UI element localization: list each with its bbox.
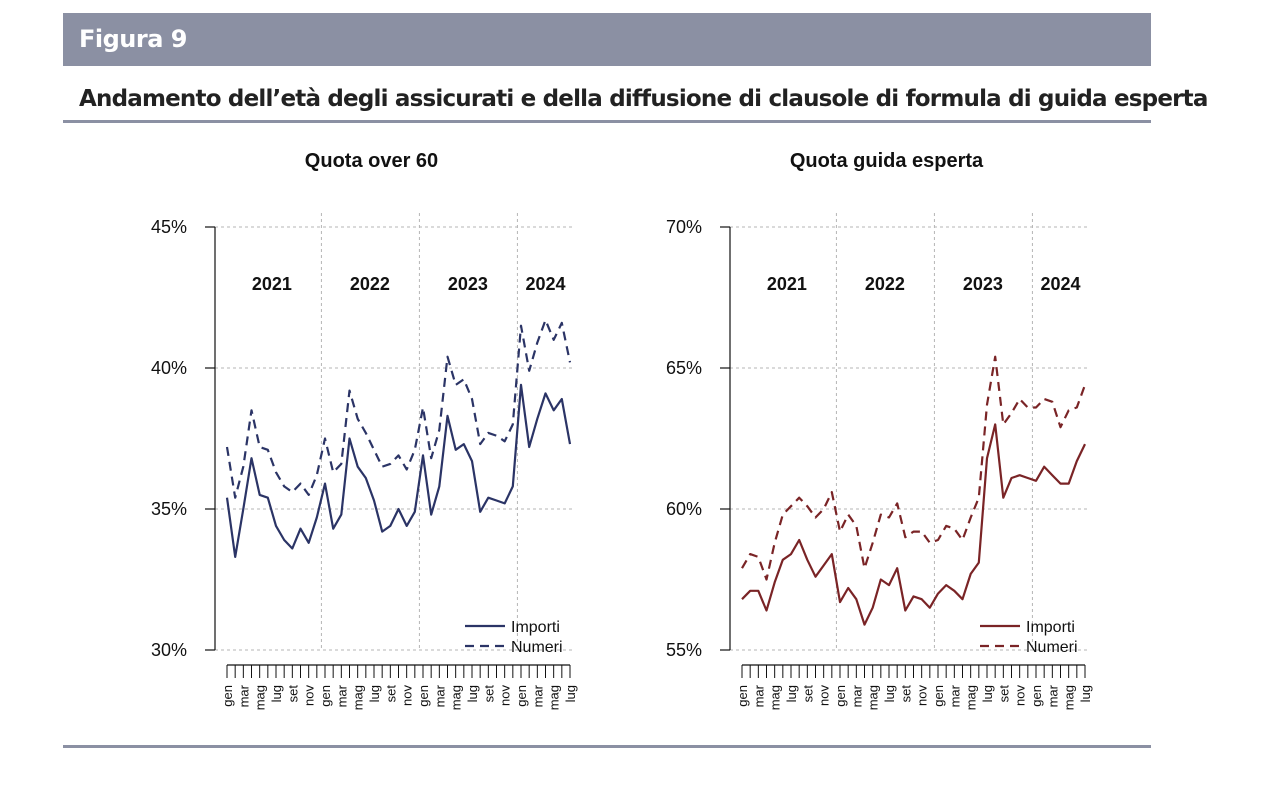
chart-title: Quota over 60 <box>305 150 438 172</box>
x-tick-label: set <box>996 685 1011 703</box>
figure-title: Andamento dell’età degli assicurati e de… <box>79 86 1208 112</box>
x-tick-label: gen <box>416 685 431 707</box>
bottom-divider <box>63 745 1151 748</box>
x-tick-label: mag <box>768 685 783 710</box>
legend-label: Importi <box>511 619 560 636</box>
year-label: 2021 <box>767 274 807 294</box>
x-tick-label: mag <box>449 685 464 710</box>
legend-label: Numeri <box>1026 639 1078 656</box>
x-tick-label: mar <box>236 684 251 707</box>
x-tick-label: lug <box>1078 685 1093 702</box>
x-tick-label: mar <box>751 684 766 707</box>
legend-label: Numeri <box>511 639 563 656</box>
x-tick-label: nov <box>498 685 513 706</box>
x-tick-label: nov <box>302 685 317 706</box>
series-line-numeri <box>741 355 1087 581</box>
x-tick-label: lug <box>563 685 578 702</box>
x-tick-label: nov <box>400 685 415 706</box>
legend-label: Importi <box>1026 619 1075 636</box>
x-tick-label: gen <box>931 685 946 707</box>
x-tick-label: mag <box>964 685 979 710</box>
y-tick-label: 35% <box>151 499 187 519</box>
x-tick-label: gen <box>735 685 750 707</box>
figure-header: Figura 9 <box>63 13 1151 66</box>
chart-quota-guida-esperta: Quota guida esperta 55% 60% 65% 70% 2021 2022 2… <box>666 150 1093 710</box>
x-tick-label: mar <box>530 684 545 707</box>
y-tick-label: 30% <box>151 640 187 660</box>
x-tick-label: set <box>481 685 496 703</box>
x-tick-label: mar <box>849 684 864 707</box>
year-label: 2024 <box>1040 274 1080 294</box>
x-tick-label: gen <box>833 685 848 707</box>
y-tick-label: 45% <box>151 217 187 237</box>
x-tick-label: mag <box>351 685 366 710</box>
x-tick-label: set <box>383 685 398 703</box>
y-tick-label: 65% <box>666 358 702 378</box>
series-line-importi <box>741 423 1086 626</box>
year-label: 2023 <box>963 274 1003 294</box>
x-tick-label: gen <box>318 685 333 707</box>
x-tick-label: mag <box>866 685 881 710</box>
y-tick-label: 60% <box>666 499 702 519</box>
y-tick-label: 40% <box>151 358 187 378</box>
x-tick-label: lug <box>980 685 995 702</box>
x-tick-label: lug <box>465 685 480 702</box>
x-tick-label: mag <box>547 685 562 710</box>
x-tick-label: nov <box>817 685 832 706</box>
year-label: 2023 <box>448 274 488 294</box>
x-tick-label: gen <box>514 685 529 707</box>
x-tick-label: nov <box>915 685 930 706</box>
x-tick-label: mag <box>1062 685 1077 710</box>
year-label: 2021 <box>252 274 292 294</box>
series-line-numeri <box>225 319 572 499</box>
y-tick-label: 70% <box>666 217 702 237</box>
chart-title: Quota guida esperta <box>790 150 984 172</box>
x-tick-label: mar <box>334 684 349 707</box>
x-tick-label: set <box>898 685 913 703</box>
x-tick-label: lug <box>269 685 284 702</box>
x-tick-label: mar <box>1045 684 1060 707</box>
chart-quota-over-60: Quota over 60 30% 35% 40% 45% 2021 2022 2023 202… <box>151 150 578 710</box>
year-label: 2022 <box>865 274 905 294</box>
x-tick-label: set <box>285 685 300 703</box>
x-tick-label: nov <box>1013 685 1028 706</box>
series-line-importi <box>225 383 572 558</box>
figure-label: Figura 9 <box>79 25 187 53</box>
year-label: 2024 <box>525 274 565 294</box>
x-tick-label: mar <box>432 684 447 707</box>
year-label: 2022 <box>350 274 390 294</box>
x-tick-label: set <box>800 685 815 703</box>
x-tick-label: lug <box>367 685 382 702</box>
x-tick-label: gen <box>220 685 235 707</box>
title-divider <box>63 120 1151 123</box>
x-tick-label: mar <box>947 684 962 707</box>
x-tick-label: gen <box>1029 685 1044 707</box>
x-tick-label: lug <box>784 685 799 702</box>
y-tick-label: 55% <box>666 640 702 660</box>
x-tick-label: lug <box>882 685 897 702</box>
x-tick-label: mag <box>253 685 268 710</box>
